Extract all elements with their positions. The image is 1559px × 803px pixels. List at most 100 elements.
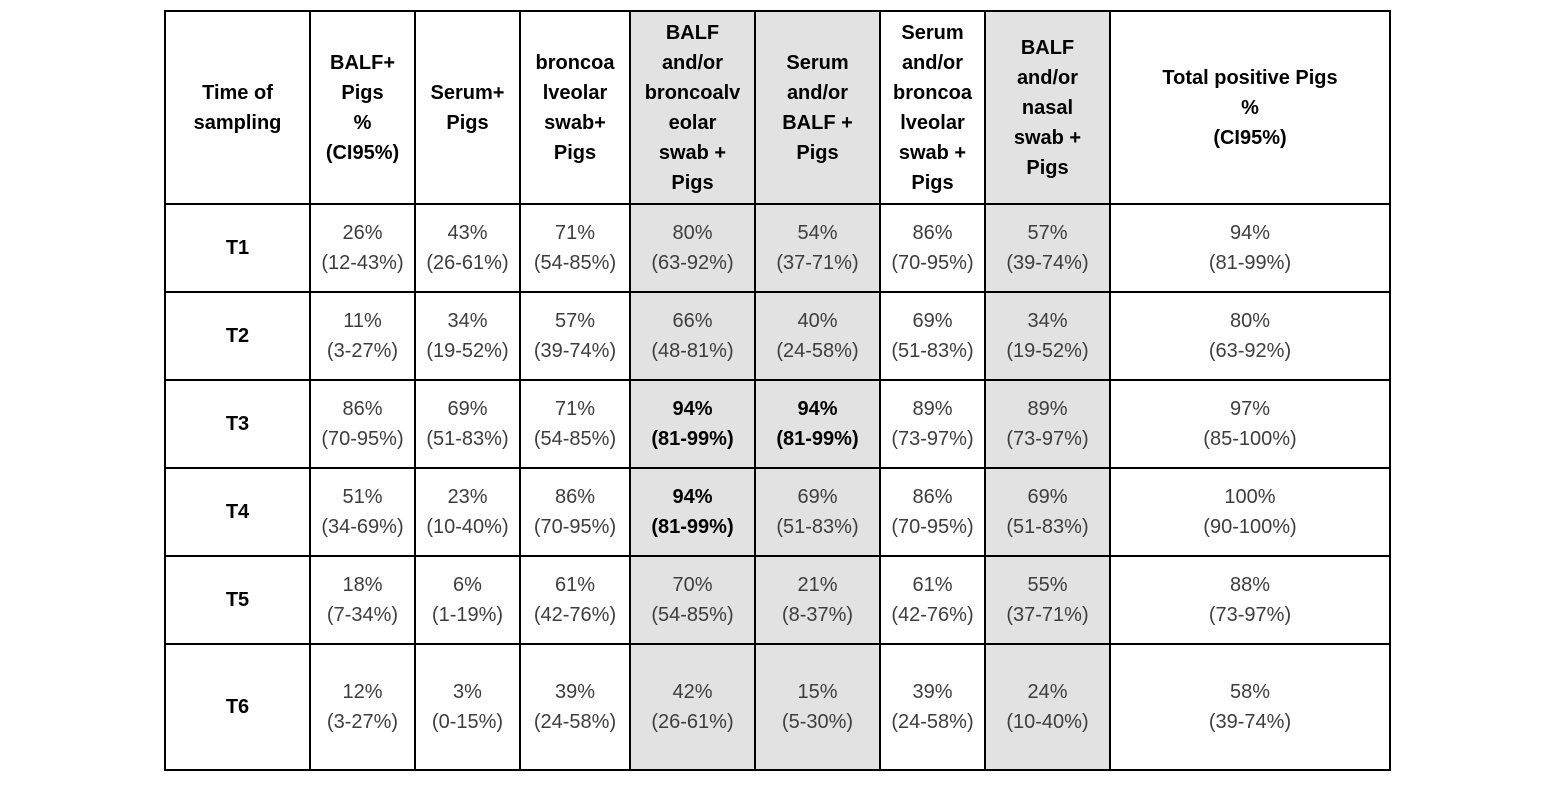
cell-t2-serum-pos-pigs: 34% (19-52%): [414, 291, 521, 381]
cell-confidence-interval: (10-40%): [426, 516, 509, 538]
cell-confidence-interval: (3-27%): [326, 340, 399, 362]
cell-t5-serum-pos-pigs: 6% (1-19%): [414, 555, 521, 645]
header-line: swab +: [898, 141, 967, 164]
column-header-balf-or-broncoalveolar-swab-pos-pigs: BALF and/or broncoalv eolar swab + Pigs: [629, 10, 756, 205]
cell-t4-balf-pos-pigs: 51% (34-69%): [309, 467, 416, 557]
cell-confidence-interval: (42-76%): [891, 604, 974, 626]
cell-t3-serum-pos-pigs: 69% (51-83%): [414, 379, 521, 469]
cell-confidence-interval: (19-52%): [426, 340, 509, 362]
column-header-serum-or-broncoalveolar-swab-pos-pigs: Serum and/or broncoa lveolar swab + Pigs: [879, 10, 986, 205]
cell-confidence-interval: (7-34%): [326, 604, 399, 626]
cell-confidence-interval: (26-61%): [651, 711, 734, 733]
header-line: broncoalv: [644, 81, 741, 104]
header-line: %: [1241, 96, 1259, 119]
cell-t5-serum-or-balf-pos-pigs: 21% (8-37%): [754, 555, 881, 645]
cell-confidence-interval: (48-81%): [651, 340, 734, 362]
cell-confidence-interval: (39-74%): [1006, 252, 1089, 274]
cell-percentage: 55%: [1027, 574, 1068, 596]
cell-confidence-interval: (81-99%): [651, 428, 734, 450]
column-header-balf-or-nasal-swab-pos-pigs: BALF and/or nasal swab + Pigs: [984, 10, 1111, 205]
cell-confidence-interval: (70-95%): [891, 252, 974, 274]
cell-percentage: 61%: [554, 574, 596, 596]
cell-t6-balf-or-nasal-swab-pos-pigs: 24% (10-40%): [984, 643, 1111, 771]
header-line: (CI95%): [325, 141, 400, 164]
cell-percentage: 40%: [797, 310, 838, 332]
cell-t6-broncoalveolar-swab-pos-pigs: 39% (24-58%): [519, 643, 631, 771]
cell-percentage: 71%: [554, 222, 596, 244]
cell-t2-total-positive-pigs: 80% (63-92%): [1109, 291, 1391, 381]
cell-percentage: 69%: [797, 486, 838, 508]
cell-t5-serum-or-broncoalveolar-swab-pos-pigs: 61% (42-76%): [879, 555, 986, 645]
header-line: BALF: [1020, 36, 1075, 59]
cell-percentage: 34%: [1027, 310, 1068, 332]
cell-percentage: 21%: [797, 574, 838, 596]
header-line: swab +: [1013, 126, 1082, 149]
cell-percentage: 12%: [342, 681, 383, 703]
cell-percentage: 24%: [1027, 681, 1068, 703]
header-line: swab +: [658, 141, 727, 164]
cell-t3-balf-or-broncoalveolar-swab-pos-pigs: 94% (81-99%): [629, 379, 756, 469]
cell-percentage: 97%: [1229, 398, 1271, 420]
cell-t1-serum-or-broncoalveolar-swab-pos-pigs: 86% (70-95%): [879, 203, 986, 293]
cell-confidence-interval: (85-100%): [1203, 428, 1297, 450]
row-label-t4: T4: [164, 467, 311, 557]
cell-t3-broncoalveolar-swab-pos-pigs: 71% (54-85%): [519, 379, 631, 469]
cell-percentage: 86%: [342, 398, 383, 420]
cell-percentage: 94%: [672, 398, 713, 420]
cell-confidence-interval: (51-83%): [776, 516, 859, 538]
cell-percentage: 58%: [1229, 681, 1271, 703]
header-line: eolar: [668, 111, 717, 134]
cell-confidence-interval: (12-43%): [321, 252, 404, 274]
cell-confidence-interval: (54-85%): [533, 252, 617, 274]
cell-confidence-interval: (54-85%): [533, 428, 617, 450]
cell-percentage: 57%: [554, 310, 596, 332]
positivity-table-figure: Time of sampling BALF+ Pigs% (CI95%) Serum+ Pi…: [164, 10, 1391, 771]
cell-t4-broncoalveolar-swab-pos-pigs: 86% (70-95%): [519, 467, 631, 557]
cell-confidence-interval: (34-69%): [321, 516, 404, 538]
cell-t5-broncoalveolar-swab-pos-pigs: 61% (42-76%): [519, 555, 631, 645]
cell-percentage: 15%: [797, 681, 838, 703]
cell-t1-balf-or-broncoalveolar-swab-pos-pigs: 80% (63-92%): [629, 203, 756, 293]
cell-t2-balf-or-nasal-swab-pos-pigs: 34% (19-52%): [984, 291, 1111, 381]
header-row: Time of sampling BALF+ Pigs% (CI95%) Serum+ Pi…: [164, 10, 1391, 205]
cell-percentage: 94%: [797, 398, 838, 420]
table-row-t1: T1 26% (12-43%) 43% (26-61%) 71% (54-85%) 80% (6…: [164, 203, 1391, 293]
header-line: %: [353, 111, 372, 134]
cell-t1-balf-pos-pigs: 26% (12-43%): [309, 203, 416, 293]
cell-t3-total-positive-pigs: 97% (85-100%): [1109, 379, 1391, 469]
header-line: broncoa: [535, 51, 615, 74]
header-line: swab+: [544, 111, 606, 134]
cell-t4-total-positive-pigs: 100% (90-100%): [1109, 467, 1391, 557]
cell-t2-serum-or-balf-pos-pigs: 40% (24-58%): [754, 291, 881, 381]
cell-confidence-interval: (10-40%): [1006, 711, 1089, 733]
cell-percentage: 69%: [447, 398, 488, 420]
cell-percentage: 94%: [1229, 222, 1271, 244]
table-row-t3: T3 86% (70-95%) 69% (51-83%) 71% (54-85%) 94% (8…: [164, 379, 1391, 469]
cell-confidence-interval: (90-100%): [1203, 516, 1297, 538]
cell-confidence-interval: (81-99%): [776, 428, 859, 450]
cell-confidence-interval: (54-85%): [651, 604, 734, 626]
cell-confidence-interval: (70-95%): [533, 516, 617, 538]
cell-t4-serum-pos-pigs: 23% (10-40%): [414, 467, 521, 557]
cell-confidence-interval: (19-52%): [1006, 340, 1089, 362]
cell-confidence-interval: (63-92%): [651, 252, 734, 274]
header-line: Pigs: [796, 141, 839, 164]
cell-t6-balf-or-broncoalveolar-swab-pos-pigs: 42% (26-61%): [629, 643, 756, 771]
header-line: lveolar: [542, 81, 608, 104]
header-line: BALF +: [782, 111, 853, 134]
cell-confidence-interval: (0-15%): [431, 711, 504, 733]
table-head: Time of sampling BALF+ Pigs% (CI95%) Serum+ Pi…: [164, 10, 1391, 205]
cell-confidence-interval: (37-71%): [1006, 604, 1089, 626]
header-line: Serum: [901, 21, 964, 44]
cell-t3-serum-or-balf-pos-pigs: 94% (81-99%): [754, 379, 881, 469]
cell-percentage: 89%: [912, 398, 953, 420]
row-label-t6: T6: [164, 643, 311, 771]
header-line: Serum: [786, 51, 849, 74]
column-header-serum-or-balf-pos-pigs: Serum and/or BALF + Pigs: [754, 10, 881, 205]
header-line: BALF+: [330, 51, 395, 74]
cell-percentage: 94%: [672, 486, 713, 508]
cell-confidence-interval: (39-74%): [1208, 711, 1292, 733]
cell-t5-balf-or-nasal-swab-pos-pigs: 55% (37-71%): [984, 555, 1111, 645]
cell-t2-balf-or-broncoalveolar-swab-pos-pigs: 66% (48-81%): [629, 291, 756, 381]
table-row-t4: T4 51% (34-69%) 23% (10-40%) 86% (70-95%) 94% (8…: [164, 467, 1391, 557]
